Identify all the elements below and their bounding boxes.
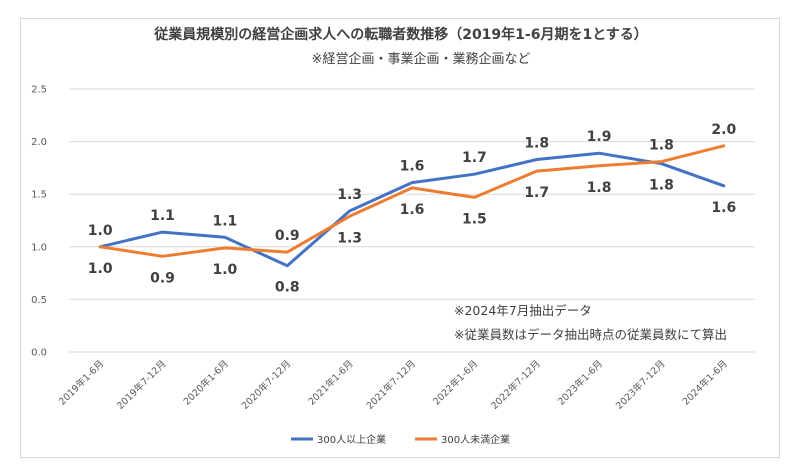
y-tick-label: 1.0 [31,242,47,253]
series-line-0 [98,151,726,268]
series-line-1 [98,144,726,258]
data-label-under300: 1.6 [400,202,425,218]
series-lines [98,144,726,268]
x-tick-label: 2022年1-6月 [430,358,480,408]
chart-subtitle: ※経営企画・事業企画・業務企画など [312,51,531,67]
gridlines [69,88,755,353]
x-tick-label: 2020年7-12月 [239,358,293,412]
data-label-300plus: 1.9 [587,129,612,145]
note-extraction-date: ※2024年7月抽出データ [454,303,592,318]
legend: 300人以上企業 300人未満企業 [291,433,510,446]
data-label-300plus: 1.8 [649,178,674,194]
data-label-300plus: 1.8 [524,135,549,151]
x-tick-label: 2019年7-12月 [114,358,168,412]
chart-title: 従業員規模別の経営企画求人への転職者数推移（2019年1-6月期を1とする） [153,26,648,43]
data-label-300plus: 1.1 [213,213,238,229]
chart-frame: 従業員規模別の経営企画求人への転職者数推移（2019年1-6月期を1とする） ※… [20,18,780,458]
data-label-300plus: 1.6 [711,200,736,216]
y-tick-label: 2.0 [31,137,47,148]
y-tick-label: 0.5 [31,295,47,306]
x-tick-label: 2024年1-6月 [680,358,730,408]
line-chart: 従業員規模別の経営企画求人への転職者数推移（2019年1-6月期を1とする） ※… [31,26,755,446]
x-tick-label: 2022年7-12月 [489,358,543,412]
data-label-under300: 1.3 [337,230,362,246]
y-tick-label: 0.0 [31,348,47,359]
y-tick-label: 1.5 [31,190,47,201]
data-label-under300: 1.0 [213,262,238,278]
x-tick-label: 2021年7-12月 [364,358,418,412]
data-label-under300: 1.8 [649,138,674,154]
data-label-under300: 1.7 [524,185,549,201]
y-axis-ticks: 0.0 0.5 1.0 1.5 2.0 2.5 [31,85,47,359]
data-label-300plus: 1.0 [88,223,113,239]
x-tick-label: 2021年1-6月 [306,358,356,408]
x-tick-label: 2020年1-6月 [181,358,231,408]
y-tick-label: 2.5 [31,85,47,96]
data-label-under300: 1.5 [462,211,487,227]
data-label-300plus: 1.1 [150,208,175,224]
data-label-300plus: 1.7 [462,150,487,166]
data-label-under300: 0.9 [275,228,300,244]
x-tick-label: 2019年1-6月 [56,358,106,408]
data-label-under300: 2.0 [711,122,736,138]
x-axis-ticks: 2019年1-6月 2019年7-12月 2020年1-6月 2020年7-12月 20… [56,358,730,412]
data-label-300plus: 0.8 [275,280,300,296]
data-label-under300: 1.0 [88,261,113,277]
data-label-under300: 1.8 [587,180,612,196]
note-employee-count: ※従業員数はデータ抽出時点の従業員数にて算出 [454,327,727,342]
data-label-300plus: 1.3 [337,187,362,203]
x-tick-label: 2023年7-12月 [613,358,667,412]
x-tick-label: 2023年1-6月 [555,358,605,408]
legend-label: 300人以上企業 [317,433,386,446]
data-label-300plus: 1.6 [400,159,425,175]
data-labels: 1.0 1.0 1.1 0.9 1.1 1.0 0.8 0.9 1.3 1.3 1.6 1.6 1.7 1… [88,122,737,296]
data-label-under300: 0.9 [150,270,175,286]
legend-label: 300人未満企業 [441,433,510,446]
